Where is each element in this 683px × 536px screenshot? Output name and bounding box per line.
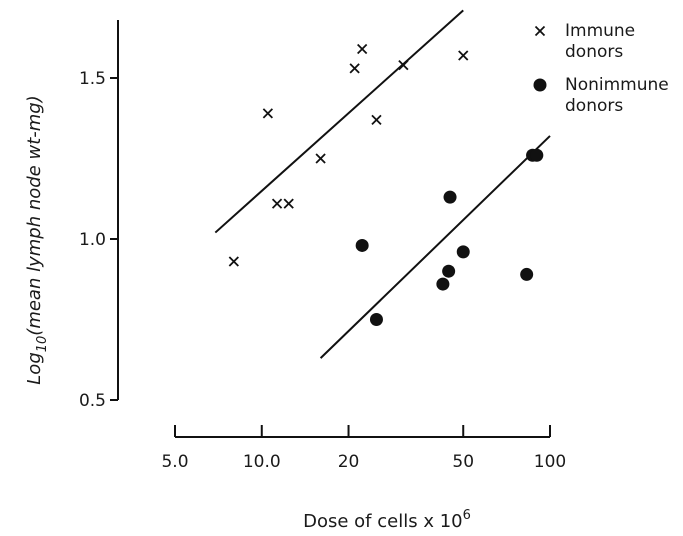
fit-lines (214, 9, 551, 359)
immune-donor-point (271, 198, 283, 209)
nonimmune-donor-point (355, 238, 369, 252)
nonimmune-donor-point (456, 245, 470, 259)
nonimmune-donor-point (369, 313, 383, 326)
data-points (228, 43, 544, 326)
nonimmune-donor-point (436, 277, 450, 291)
legend-label: Immune (565, 21, 635, 41)
regression-line (319, 135, 551, 359)
nonimmune-donor-point (442, 264, 456, 278)
immune-donor-point (398, 59, 409, 71)
nonimmune-donor-point (530, 148, 544, 162)
x-tick-label: 20 (338, 452, 360, 472)
x-tick-label: 5.0 (161, 452, 188, 472)
legend-label: donors (565, 42, 623, 62)
immune-donor-point (228, 256, 239, 267)
immune-donor-point (262, 108, 274, 119)
immune-donor-point (458, 50, 469, 61)
axis-labels: Dose of cells x 106 Log10(mean lymph node… (24, 95, 471, 532)
axes: 0.5 1.0 1.5 5.0 10.0 20 50 100 (79, 20, 566, 472)
y-tick-label: 1.5 (79, 69, 106, 89)
immune-donor-point (371, 114, 382, 125)
legend-dot-marker (533, 78, 547, 92)
legend-label: Nonimmune (565, 75, 669, 95)
immune-donor-point (357, 43, 368, 55)
legend-x-marker (534, 25, 546, 37)
nonimmune-donor-point (443, 190, 457, 204)
immune-donor-point (349, 63, 360, 74)
immune-donor-point (283, 198, 294, 209)
y-axis-label: Log10(mean lymph node wt-mg) (24, 95, 50, 384)
x-axis-label: Dose of cells x 106 (303, 508, 471, 532)
regression-line (214, 9, 464, 234)
y-tick-label: 0.5 (79, 391, 106, 411)
immune-donor-point (315, 153, 326, 164)
x-tick-label: 100 (534, 452, 566, 472)
y-tick-label: 1.0 (79, 230, 106, 250)
legend-label: donors (565, 96, 623, 116)
nonimmune-donor-point (520, 267, 534, 281)
x-tick-label: 50 (452, 452, 474, 472)
x-tick-label: 10.0 (243, 452, 281, 472)
